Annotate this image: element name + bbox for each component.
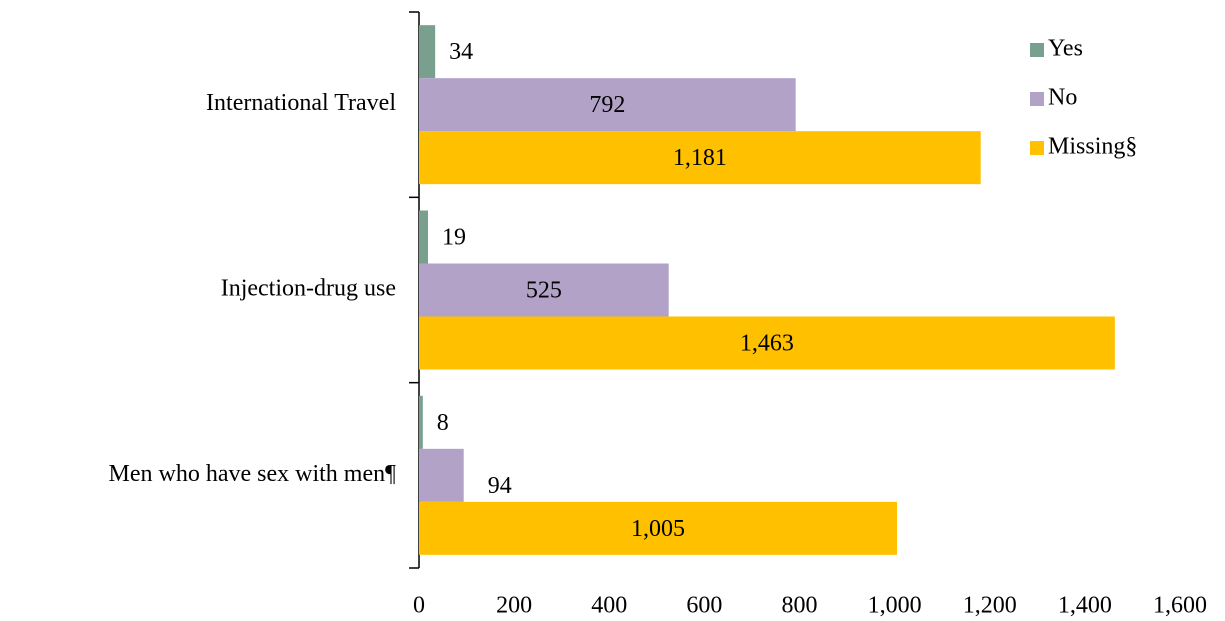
value-label: 1,181: [673, 145, 727, 171]
value-label: 8: [437, 410, 449, 436]
category-label: International Travel: [206, 90, 396, 116]
value-label: 34: [449, 39, 473, 65]
x-tick-label: 0: [413, 593, 425, 619]
legend-swatch: [1030, 43, 1044, 57]
legend-swatch: [1030, 92, 1044, 106]
bar: [419, 395, 423, 449]
bar: [419, 263, 669, 317]
x-tick-label: 1,000: [868, 593, 922, 619]
value-label: 19: [442, 225, 466, 251]
bar: [419, 316, 1115, 370]
bar: [419, 25, 436, 79]
x-tick-label: 200: [496, 593, 532, 619]
value-label: 525: [526, 278, 562, 304]
x-tick-label: 1,400: [1058, 593, 1112, 619]
bar: [419, 131, 981, 185]
legend-label: No: [1048, 85, 1077, 111]
bar: [419, 501, 898, 555]
legend-swatch: [1030, 141, 1044, 155]
value-label: 792: [589, 92, 625, 118]
bar: [419, 78, 796, 132]
category-label: Injection-drug use: [221, 276, 396, 302]
value-label: 94: [488, 473, 512, 499]
x-tick-label: 1,600: [1153, 593, 1207, 619]
x-tick-label: 400: [591, 593, 627, 619]
legend-label: Missing§: [1048, 134, 1137, 160]
value-label: 1,463: [740, 331, 794, 357]
category-label: Men who have sex with men¶: [109, 461, 397, 487]
legend-label: Yes: [1048, 36, 1083, 62]
x-tick-label: 600: [686, 593, 722, 619]
value-label: 1,005: [631, 516, 685, 542]
x-tick-label: 1,200: [963, 593, 1017, 619]
bar: [419, 210, 429, 264]
bar: [419, 448, 464, 502]
x-tick-label: 800: [782, 593, 818, 619]
